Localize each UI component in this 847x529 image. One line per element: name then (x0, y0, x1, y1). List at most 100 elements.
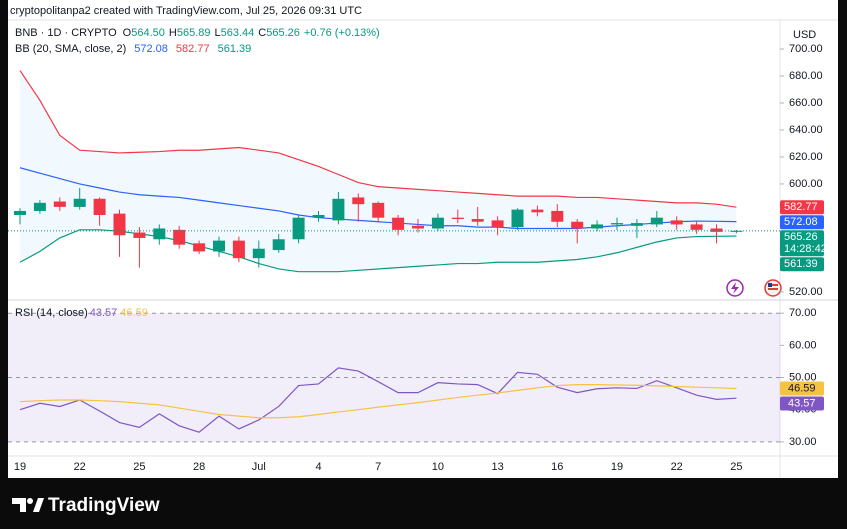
rsi-badge-label: 43.57 (788, 397, 816, 409)
ohlc-key: L (215, 27, 221, 39)
candle-body (113, 213, 126, 236)
x-tick-label: 4 (315, 461, 321, 473)
price-badge (780, 257, 824, 272)
price-badge (780, 215, 824, 230)
candle-body (431, 217, 444, 229)
candle-body (571, 221, 584, 229)
x-tick-label: 22 (74, 461, 86, 473)
candle-body (352, 197, 365, 205)
x-tick-label: 28 (193, 461, 205, 473)
candle-body (232, 240, 245, 259)
candle-body (33, 202, 46, 211)
candle-body (630, 223, 643, 226)
candle-body (312, 214, 325, 218)
candle-body (471, 219, 484, 222)
bb-name: BB (20, SMA, close, 2) (15, 43, 126, 55)
candle-body (153, 228, 166, 240)
candle-body (252, 248, 265, 259)
x-tick-label: 25 (730, 461, 742, 473)
y-tick-label: 70.00 (789, 307, 817, 319)
logo-mark (33, 498, 44, 512)
attribution: cryptopolitanpa2 created with TradingVie… (10, 5, 362, 17)
candle-body (710, 228, 723, 232)
y-tick-label: 50.00 (789, 371, 817, 383)
rsi-value: 43.57 (90, 307, 118, 319)
candle-body (193, 243, 206, 252)
x-tick-label: 7 (375, 461, 381, 473)
currency: USD (793, 29, 816, 41)
candle-body (93, 198, 106, 215)
price-badge-label: 582.77 (784, 201, 818, 213)
candle-body (213, 240, 225, 252)
flag-icon[interactable] (764, 279, 782, 297)
icon-canton (768, 283, 772, 287)
candle-body (650, 217, 663, 225)
candle-body (292, 217, 305, 240)
countdown: 14:28:42 (784, 243, 827, 255)
ohlc-value: 565.26 (266, 27, 300, 39)
brand-name: TradingView (48, 495, 160, 516)
bb-upper (19, 70, 737, 208)
price-badge-label: 561.39 (784, 258, 818, 270)
candle-body (332, 198, 345, 221)
candle-body (730, 230, 743, 232)
x-tick-label: Jul (252, 461, 266, 473)
candle-body (670, 220, 683, 225)
candle-body (451, 217, 464, 220)
bb-value: 572.08 (134, 43, 168, 55)
x-tick-label: 22 (671, 461, 683, 473)
chart-panel (8, 0, 838, 478)
price-badge-label: 565.26 (784, 231, 818, 243)
price-badge (780, 230, 824, 257)
rsi-title: RSI (14, close) (15, 307, 88, 319)
x-tick-label: 16 (551, 461, 563, 473)
brand-logo[interactable]: TradingView (12, 495, 160, 516)
y-tick-label: 700.00 (789, 43, 823, 55)
icon-bolt (731, 282, 739, 294)
icon-stripe (768, 288, 778, 290)
candle-body (53, 201, 66, 207)
candle-body (551, 210, 564, 222)
x-tick-label: 13 (491, 461, 503, 473)
candle-body (412, 225, 424, 229)
candle-body (272, 239, 285, 251)
y-tick-label: 640.00 (789, 124, 823, 136)
ohlc-key: H (169, 27, 177, 39)
y-tick-label: 660.00 (789, 97, 823, 109)
logo-dot (27, 498, 33, 504)
rsi-badge (780, 396, 824, 411)
y-tick-label: 520.00 (789, 286, 823, 298)
price-badge-label: 572.08 (784, 216, 818, 228)
candle-body (491, 220, 504, 228)
lightning-icon[interactable] (726, 279, 744, 297)
plot: 700.00 680.00 660.00 640.00 620.00 600.00 520.… (8, 27, 827, 473)
bb-value: 582.77 (176, 43, 210, 55)
bb-value: 561.39 (218, 43, 252, 55)
price-badge (780, 200, 824, 215)
ohlc-key: C (258, 27, 266, 39)
candle-body (14, 210, 26, 215)
y-tick-label: 30.00 (789, 436, 817, 448)
candle-body (372, 202, 385, 218)
rsi-value: 46.59 (120, 307, 148, 319)
ohlc-value: 564.50 (131, 27, 165, 39)
y-tick-label: 680.00 (789, 70, 823, 82)
candle-body (531, 209, 544, 213)
candle-body (591, 224, 604, 229)
ohlc-key: O (123, 27, 132, 39)
x-tick-label: 25 (133, 461, 145, 473)
candle-body (511, 209, 524, 228)
icon-stripe (768, 284, 778, 286)
y-tick-label: 620.00 (789, 151, 823, 163)
candle-body (73, 198, 86, 207)
logo-mark (12, 498, 26, 512)
rsi-line (19, 383, 737, 419)
x-tick-label: 10 (432, 461, 444, 473)
x-tick-label: 19 (14, 461, 26, 473)
y-tick-label: 600.00 (789, 178, 823, 190)
candle-body (173, 229, 186, 245)
candle-body (611, 223, 623, 225)
x-tick-label: 19 (611, 461, 623, 473)
ohlc-value: 565.89 (177, 27, 211, 39)
